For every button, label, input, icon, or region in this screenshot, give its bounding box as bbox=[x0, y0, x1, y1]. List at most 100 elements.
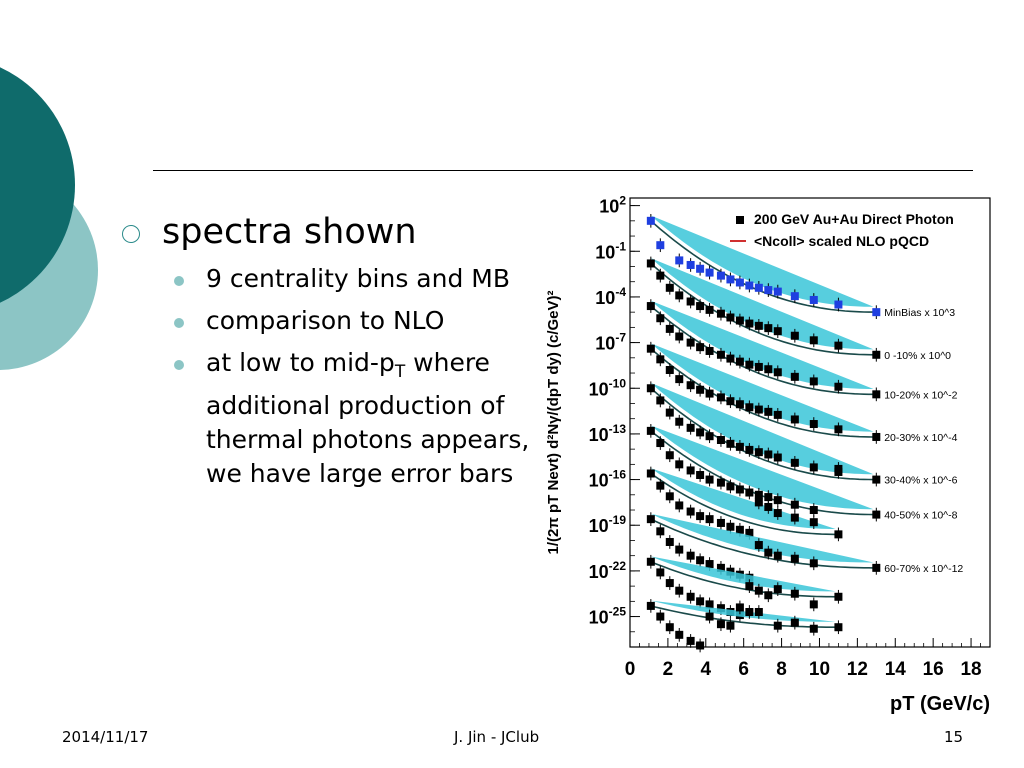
series-label-2: 10-20% x 10^-2 bbox=[884, 389, 957, 401]
data-point-9 bbox=[745, 607, 754, 616]
data-point-1 bbox=[696, 302, 705, 311]
series-label-4: 30-40% x 10^-6 bbox=[884, 475, 957, 487]
data-point-3 bbox=[834, 425, 843, 434]
data-point-8 bbox=[790, 589, 799, 598]
data-point-2 bbox=[745, 360, 754, 369]
data-point-1 bbox=[716, 309, 725, 318]
data-point-8 bbox=[686, 592, 695, 601]
data-point-9 bbox=[705, 612, 714, 621]
data-point-3 bbox=[773, 410, 782, 419]
data-point-0 bbox=[834, 300, 843, 309]
data-point-9 bbox=[675, 630, 684, 639]
data-point-5 bbox=[696, 471, 705, 480]
data-point-8 bbox=[696, 597, 705, 606]
data-point-5 bbox=[773, 496, 782, 505]
nlo-curve-1 bbox=[650, 262, 874, 356]
series-label-3: 20-30% x 10^-4 bbox=[884, 432, 957, 444]
data-point-4 bbox=[773, 453, 782, 462]
data-point-8 bbox=[716, 604, 725, 613]
x-tick-label: 10 bbox=[809, 659, 830, 680]
data-point-3 bbox=[790, 415, 799, 424]
data-point-7 bbox=[716, 563, 725, 572]
data-point-9 bbox=[773, 621, 782, 630]
nlo-curve-3 bbox=[650, 348, 874, 438]
data-point-6 bbox=[735, 525, 744, 534]
data-point-8 bbox=[745, 582, 754, 591]
x-tick-label: 2 bbox=[663, 659, 674, 680]
data-point-6 bbox=[665, 492, 674, 501]
data-point-3 bbox=[686, 381, 695, 390]
data-point-3 bbox=[716, 393, 725, 402]
data-point-3 bbox=[675, 375, 684, 384]
data-point-4 bbox=[656, 396, 665, 405]
data-point-4 bbox=[745, 445, 754, 454]
data-point-5 bbox=[656, 439, 665, 448]
data-point-6 bbox=[705, 515, 714, 524]
data-point-1 bbox=[705, 305, 714, 314]
data-point-7 bbox=[675, 545, 684, 554]
data-point-2 bbox=[686, 338, 695, 347]
data-point-4 bbox=[696, 428, 705, 437]
data-point-5 bbox=[754, 490, 763, 499]
data-point-9 bbox=[790, 618, 799, 627]
data-point-5 bbox=[809, 506, 818, 515]
bullet-list: spectra shown 9 centrality bins and MB c… bbox=[122, 210, 542, 491]
data-point-2 bbox=[675, 332, 684, 341]
data-point-3 bbox=[726, 397, 735, 406]
data-point-1 bbox=[656, 271, 665, 280]
data-point-0 bbox=[872, 308, 881, 317]
chart-svg: 0 2 4 6 8 10 12 14 16 18 102 10-1 10-4 10-7 10-10 10-13… bbox=[545, 181, 991, 715]
x-tick-label: 14 bbox=[885, 659, 907, 680]
data-point-2 bbox=[665, 324, 674, 333]
data-point-8 bbox=[754, 586, 763, 595]
data-point-1 bbox=[809, 336, 818, 345]
data-point-2 bbox=[696, 343, 705, 352]
data-point-0 bbox=[809, 295, 818, 304]
data-point-7 bbox=[665, 537, 674, 546]
data-point-0 bbox=[790, 292, 799, 301]
x-tick-label: 12 bbox=[847, 659, 868, 680]
data-point-0 bbox=[696, 264, 705, 273]
footer-page-number: 15 bbox=[944, 728, 964, 746]
data-point-4 bbox=[735, 442, 744, 451]
data-point-2 bbox=[809, 377, 818, 386]
data-point-6 bbox=[726, 522, 735, 531]
data-point-1 bbox=[790, 331, 799, 340]
data-point-6 bbox=[696, 512, 705, 521]
data-point-3 bbox=[705, 389, 714, 398]
data-point-1 bbox=[764, 324, 773, 333]
data-point-9 bbox=[754, 607, 763, 616]
x-tick-label: 0 bbox=[625, 659, 636, 680]
data-point-3 bbox=[646, 344, 655, 353]
data-point-7 bbox=[696, 556, 705, 565]
y-tick-label: 10-13 bbox=[589, 422, 627, 445]
data-point-0 bbox=[686, 260, 695, 269]
legend-entry-data: 200 GeV Au+Au Direct Photon bbox=[754, 211, 954, 227]
series-label-0: MinBias x 10^3 bbox=[884, 307, 955, 319]
data-point-2 bbox=[735, 357, 744, 366]
y-tick-label: 10-25 bbox=[589, 605, 627, 628]
data-point-7 bbox=[646, 515, 655, 524]
dot-bullet-icon bbox=[174, 318, 184, 328]
data-point-7 bbox=[705, 560, 714, 569]
data-point-6 bbox=[675, 501, 684, 510]
title-divider bbox=[153, 170, 973, 171]
data-point-3 bbox=[872, 432, 881, 441]
y-tick-label: 10-22 bbox=[589, 559, 627, 582]
sub-bullet-2: comparison to NLO bbox=[122, 304, 542, 338]
dot-bullet-icon bbox=[174, 276, 184, 286]
data-point-7 bbox=[773, 551, 782, 560]
data-point-2 bbox=[872, 390, 881, 399]
data-point-9 bbox=[834, 623, 843, 632]
data-point-4 bbox=[716, 436, 725, 445]
data-point-4 bbox=[790, 458, 799, 467]
data-point-9 bbox=[656, 612, 665, 621]
data-point-5 bbox=[735, 485, 744, 494]
data-point-8 bbox=[646, 557, 655, 566]
data-point-3 bbox=[665, 365, 674, 374]
data-point-2 bbox=[656, 314, 665, 323]
x-tick-label: 6 bbox=[738, 659, 749, 680]
teal-dark-circle bbox=[0, 67, 75, 303]
data-point-1 bbox=[665, 283, 674, 292]
data-point-2 bbox=[764, 365, 773, 374]
